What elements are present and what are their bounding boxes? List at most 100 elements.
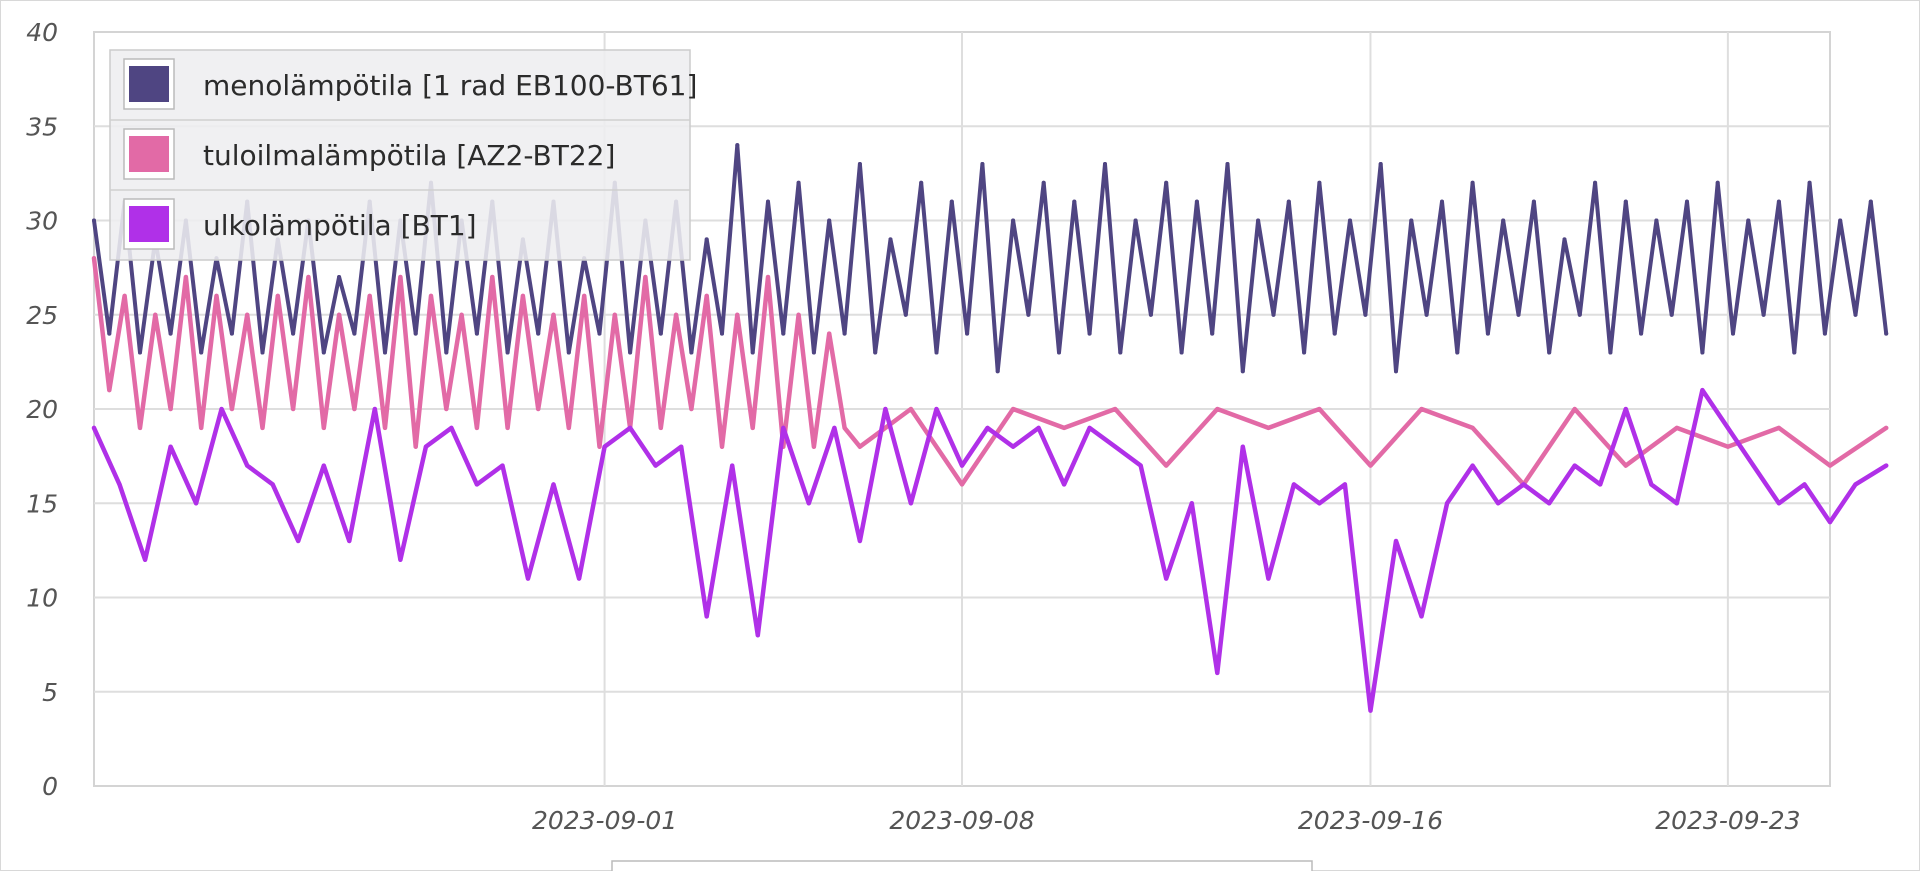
data-point bbox=[1011, 444, 1016, 449]
data-point bbox=[245, 312, 250, 317]
data-point bbox=[1725, 444, 1730, 449]
data-point bbox=[658, 331, 663, 336]
data-point bbox=[1072, 199, 1077, 204]
data-point bbox=[720, 444, 724, 449]
data-point bbox=[857, 539, 862, 543]
data-point bbox=[1164, 180, 1169, 185]
data-point bbox=[92, 218, 96, 223]
data-point bbox=[766, 275, 770, 279]
data-point bbox=[352, 407, 357, 411]
data-point bbox=[1062, 482, 1067, 487]
data-point bbox=[1485, 331, 1490, 336]
data-point bbox=[1057, 350, 1061, 355]
data-point bbox=[689, 350, 694, 355]
data-point bbox=[908, 407, 913, 411]
data-point bbox=[960, 463, 964, 468]
data-point bbox=[857, 162, 862, 166]
data-point bbox=[653, 463, 658, 468]
y-axis: 0 5 10 15 20 25 30 35 40 bbox=[26, 18, 58, 801]
y-tick-label: 20 bbox=[26, 395, 58, 424]
data-point bbox=[903, 312, 908, 317]
y-tick-label: 15 bbox=[26, 489, 58, 518]
data-point bbox=[321, 463, 326, 468]
y-tick-label: 35 bbox=[26, 112, 58, 141]
data-point bbox=[1103, 162, 1107, 166]
data-point bbox=[536, 407, 541, 411]
data-point bbox=[842, 425, 847, 430]
data-point bbox=[1623, 199, 1628, 204]
data-point bbox=[505, 350, 510, 355]
data-point bbox=[229, 331, 234, 336]
data-point bbox=[1317, 501, 1322, 506]
data-point bbox=[755, 633, 760, 638]
data-point bbox=[143, 557, 148, 562]
range-selector-box[interactable] bbox=[611, 860, 1313, 871]
legend[interactable]: menolämpötila [1 rad EB100-BT61] tuloilma… bbox=[109, 49, 697, 261]
data-point bbox=[1674, 501, 1679, 506]
data-point bbox=[1440, 199, 1444, 204]
data-point bbox=[1577, 312, 1582, 317]
data-point bbox=[1138, 463, 1143, 468]
data-point bbox=[1639, 331, 1644, 336]
data-point bbox=[1521, 482, 1526, 487]
data-point bbox=[219, 407, 224, 411]
data-point bbox=[1884, 331, 1889, 336]
data-point bbox=[1189, 501, 1194, 506]
data-point bbox=[1470, 425, 1475, 430]
data-point bbox=[383, 425, 387, 430]
data-point bbox=[1378, 162, 1383, 166]
data-point bbox=[796, 180, 801, 185]
data-point bbox=[658, 425, 663, 430]
data-point bbox=[873, 350, 878, 355]
data-point bbox=[1776, 199, 1781, 204]
data-point bbox=[919, 180, 924, 185]
data-point bbox=[1496, 501, 1501, 506]
data-point bbox=[960, 482, 964, 487]
data-point bbox=[1419, 407, 1424, 411]
data-point bbox=[566, 425, 571, 430]
data-point bbox=[444, 407, 449, 411]
data-point bbox=[1062, 425, 1067, 430]
data-point bbox=[1194, 199, 1199, 204]
data-point bbox=[1547, 350, 1552, 355]
data-point bbox=[781, 425, 786, 430]
data-point bbox=[1822, 331, 1827, 336]
data-point bbox=[1041, 180, 1046, 185]
data-point bbox=[750, 425, 755, 430]
data-point bbox=[413, 331, 418, 336]
data-point bbox=[628, 425, 633, 430]
data-point bbox=[1240, 369, 1245, 374]
data-point bbox=[260, 425, 265, 430]
data-point bbox=[1394, 369, 1398, 374]
data-point bbox=[811, 350, 816, 355]
data-point bbox=[1026, 312, 1031, 317]
data-point bbox=[735, 143, 740, 148]
data-point bbox=[730, 463, 735, 468]
data-point bbox=[337, 275, 342, 279]
data-point bbox=[444, 350, 449, 355]
data-point bbox=[138, 425, 142, 430]
data-point bbox=[505, 425, 510, 430]
data-point bbox=[1210, 331, 1215, 336]
data-point bbox=[1256, 218, 1261, 223]
data-point bbox=[704, 614, 709, 619]
data-point bbox=[1113, 407, 1118, 411]
data-point bbox=[367, 293, 372, 298]
data-point bbox=[1853, 482, 1858, 487]
data-point bbox=[122, 293, 127, 298]
data-point bbox=[1731, 331, 1735, 336]
data-point bbox=[526, 576, 530, 581]
data-point bbox=[908, 501, 913, 506]
data-point bbox=[474, 482, 479, 487]
data-point bbox=[1011, 407, 1016, 411]
data-point bbox=[995, 369, 1000, 374]
data-point bbox=[1271, 312, 1276, 317]
data-point bbox=[842, 331, 847, 336]
data-point bbox=[857, 444, 862, 449]
x-tick-label: 2023-09-01 bbox=[532, 806, 677, 835]
data-point bbox=[168, 331, 173, 336]
data-point bbox=[1669, 312, 1674, 317]
data-point bbox=[321, 425, 326, 430]
data-point bbox=[321, 350, 326, 355]
data-point bbox=[260, 350, 265, 355]
